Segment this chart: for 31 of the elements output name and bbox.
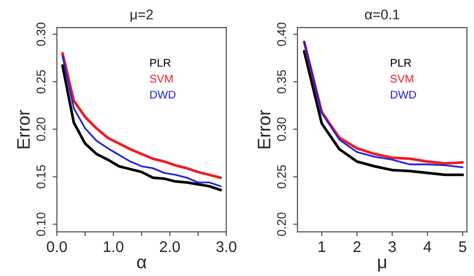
y-tick-label: 0.15 <box>36 165 46 188</box>
text: DWD <box>150 90 176 98</box>
text: SVM <box>390 74 414 83</box>
text: PLR <box>390 58 412 67</box>
y-axis-title: Error <box>17 110 30 148</box>
x-tick-label: 3 <box>388 241 396 252</box>
y-tick-label: 0.30 <box>36 22 46 46</box>
x-tick-label: 2 <box>354 241 360 252</box>
text: SVM <box>150 74 173 83</box>
x-tick-label: 4 <box>424 241 432 252</box>
chart-title: α=0.1 <box>365 10 400 20</box>
y-tick-label: 0.40 <box>277 22 286 46</box>
text: DWD <box>390 90 416 98</box>
y-tick-label: 0.30 <box>277 118 286 141</box>
y-tick-label: 0.35 <box>277 70 286 94</box>
x-axis-title: α <box>137 258 146 268</box>
y-tick-label: 0.20 <box>277 212 286 236</box>
chart-title: μ=2 <box>130 10 153 22</box>
x-tick-label: 1 <box>318 241 326 252</box>
x-tick-label: 5 <box>459 241 466 252</box>
x-axis-title: μ <box>378 258 386 272</box>
x-tick-label: 0.0 <box>46 241 67 252</box>
y-tick-label: 0.20 <box>36 118 46 141</box>
text: PLR <box>150 58 171 67</box>
x-tick-label: 1.0 <box>104 241 124 252</box>
y-tick-label: 0.25 <box>36 70 46 94</box>
x-tick-label: 3.0 <box>216 241 236 252</box>
y-axis-title: Error <box>258 110 270 148</box>
y-tick-label: 0.25 <box>277 165 286 188</box>
y-tick-label: 0.10 <box>36 212 46 236</box>
x-tick-label: 2.0 <box>160 241 180 252</box>
